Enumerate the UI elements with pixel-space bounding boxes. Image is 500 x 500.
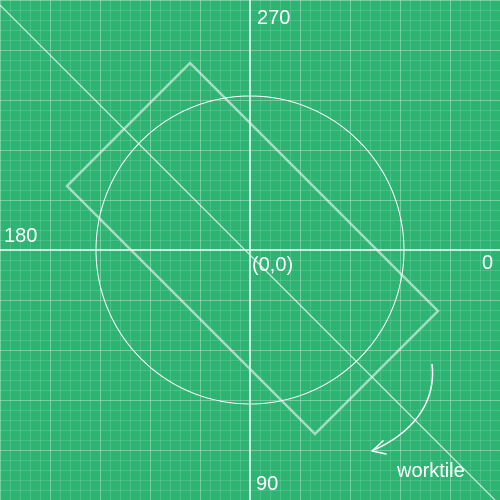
axis-label-bottom: 90 — [256, 473, 279, 495]
axis-label-left: 180 — [4, 225, 38, 247]
rotated-rectangle — [65, 61, 440, 436]
axis-label-top: 270 — [257, 7, 291, 29]
center-circle — [95, 95, 405, 405]
curved-arrow-icon — [371, 363, 434, 455]
diagonal-line — [0, 4, 496, 500]
origin-label: (0,0) — [252, 254, 294, 276]
axis-label-right: 0 — [482, 252, 494, 274]
brand-label: worktile — [397, 460, 465, 482]
